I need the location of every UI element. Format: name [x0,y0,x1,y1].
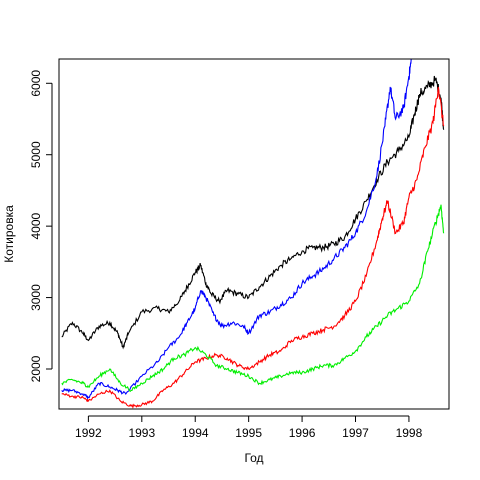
series-line-4 [61,204,445,393]
x-tick-label: 1994 [182,426,209,440]
x-tick-label: 1993 [128,426,155,440]
x-tick-label: 1992 [75,426,102,440]
series-lines [61,58,445,409]
plot-frame [58,58,450,410]
series-line-3 [61,86,445,409]
x-tick-label: 1997 [342,426,369,440]
y-tick-label: 2000 [29,355,43,382]
y-tick-label: 4000 [29,212,43,239]
y-tick-label: 5000 [29,141,43,168]
x-axis: 1992 1993 1994 1995 1996 1997 1998 [75,415,423,440]
y-axis: 2000 3000 4000 5000 6000 [29,70,53,382]
y-tick-label: 3000 [29,284,43,311]
series-line-2 [61,58,412,401]
series-line-1 [61,75,445,350]
x-tick-label: 1995 [235,426,262,440]
y-tick-label: 6000 [29,70,43,97]
x-tick-label: 1996 [289,426,316,440]
x-axis-title: Год [244,451,263,465]
x-tick-label: 1998 [396,426,423,440]
y-axis-title: Котировка [2,205,16,263]
